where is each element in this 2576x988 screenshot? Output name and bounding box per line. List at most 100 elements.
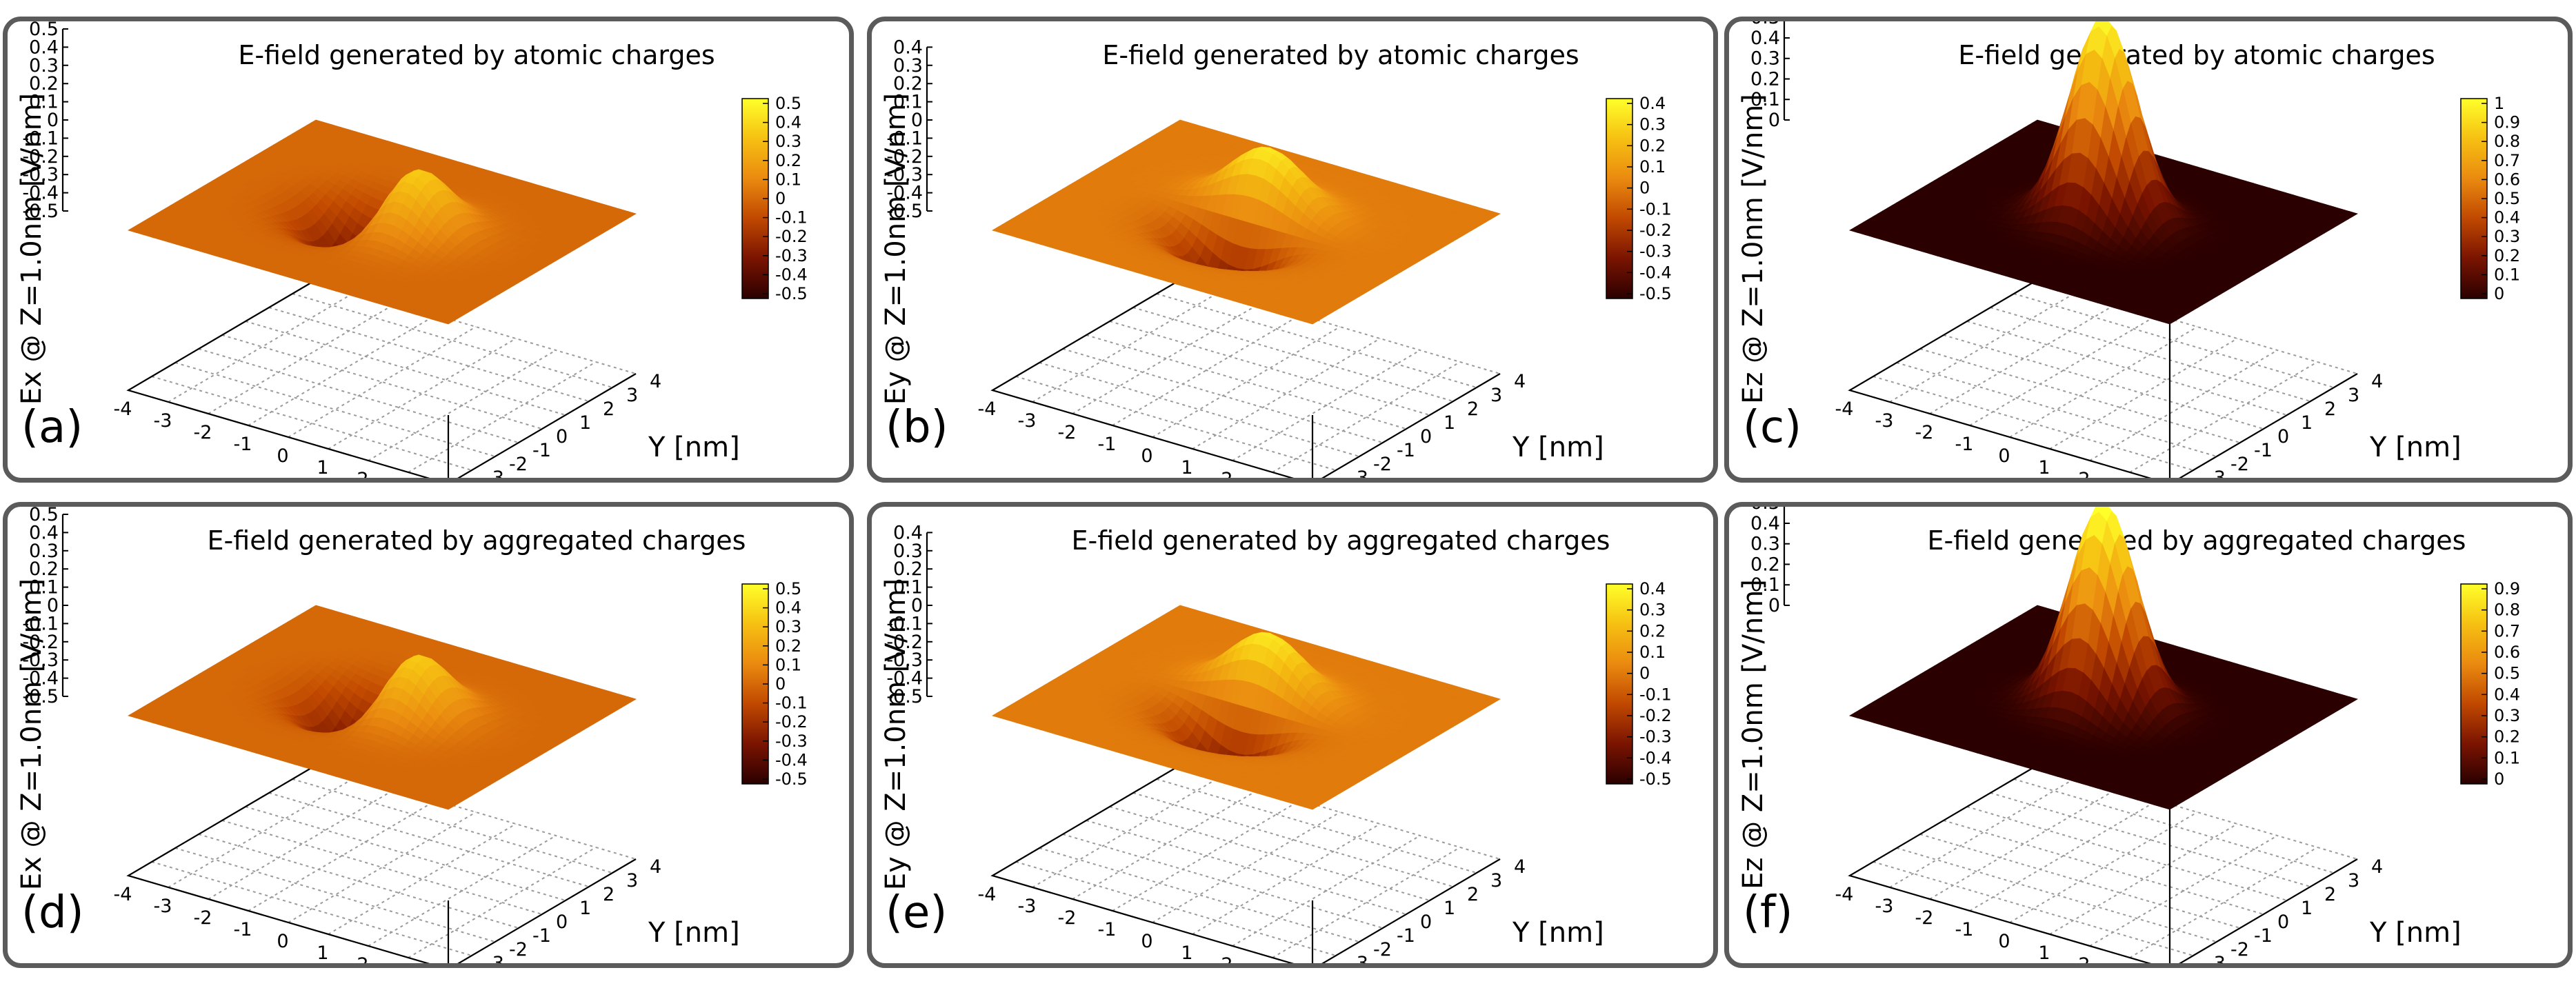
x-tick-label: 0 xyxy=(1141,445,1152,467)
colorbar-tick-label: 0.1 xyxy=(1639,157,1666,177)
grid-line-x xyxy=(457,373,637,478)
y-tick-label: 2 xyxy=(1467,399,1479,420)
y-tick-label: 4 xyxy=(1514,371,1526,392)
chart-title: E-field generated by atomic charges xyxy=(1958,40,2435,70)
grid-line-y xyxy=(1896,362,2217,457)
z-tick-label: 0.5 xyxy=(29,21,59,40)
z-tick-label: 0.3 xyxy=(893,55,923,77)
z-tick-label: 0.2 xyxy=(893,73,923,94)
y-tick-label: -3 xyxy=(1350,467,1368,478)
colorbar-tick-label: 0 xyxy=(1639,179,1650,198)
grid-line-x xyxy=(368,350,557,461)
z-tick-label: 0 xyxy=(1768,110,1780,131)
base-grid xyxy=(992,279,1501,478)
colorbar-tick-label: 0.2 xyxy=(775,151,801,170)
colorbar-tick-label: -0.5 xyxy=(775,284,808,303)
y-tick-label: -3 xyxy=(486,467,504,478)
z-tick-label: 0.2 xyxy=(1750,68,1780,90)
grid-line-x xyxy=(168,291,357,403)
surface-cell xyxy=(439,319,454,325)
grid-line-y xyxy=(1086,334,1407,430)
x-tick-label: -2 xyxy=(194,422,212,443)
z-tick-label: -0.1 xyxy=(22,128,59,149)
z-tick-label: 0 xyxy=(47,110,59,131)
y-tick-label: 4 xyxy=(650,371,661,392)
surface-cell xyxy=(1304,319,1318,325)
chart-title: E-field generated by atomic charges xyxy=(1102,40,1579,70)
z-tick-label: -0.5 xyxy=(22,201,59,222)
z-tick-label: 0.3 xyxy=(29,55,59,77)
x-tick-label: 1 xyxy=(1181,457,1192,478)
panel-b: E-field generated by atomic charges -0.5-… xyxy=(867,17,1718,483)
grid-line-x xyxy=(248,314,437,426)
colorbar-tick-label: -0.2 xyxy=(1639,221,1672,240)
x-tick-label: 2 xyxy=(1221,469,1232,478)
grid-line-y xyxy=(1109,321,1430,416)
x-tick-label: -1 xyxy=(1098,434,1117,455)
x-tick-label: 0 xyxy=(277,445,288,467)
z-axis-label: Ey @ Z=1.0nm [V/nm] xyxy=(880,93,912,405)
x-tick-label: 1 xyxy=(317,457,328,478)
grid-line-x xyxy=(1889,291,2078,403)
z-tick-label: 0.1 xyxy=(1750,89,1780,110)
grid-line-x xyxy=(2089,350,2278,461)
z-tick-label: -0.2 xyxy=(886,146,923,168)
z-tick-label: -0.2 xyxy=(22,146,59,168)
z-tick-label: 0.4 xyxy=(893,37,923,58)
surface xyxy=(128,119,637,325)
grid-line-x xyxy=(288,326,477,438)
x-tick-label: -2 xyxy=(1058,422,1077,443)
base-frame xyxy=(1848,279,2358,478)
y-tick-label: 0 xyxy=(1420,426,1432,447)
base-frame xyxy=(126,279,637,478)
grid-line-y xyxy=(1039,362,1360,457)
grid-line-x xyxy=(1232,350,1421,461)
colorbar-tick-label: 0.3 xyxy=(1639,115,1666,134)
grid-line-x xyxy=(2179,373,2358,478)
z-tick-label: 0.1 xyxy=(893,92,923,113)
grid-line-x xyxy=(1152,326,1341,438)
base-grid xyxy=(128,279,637,478)
z-tick-label: 0 xyxy=(911,110,923,131)
x-tick-label: -3 xyxy=(154,410,172,432)
chart-a: E-field generated by atomic charges-0.5-… xyxy=(16,21,808,478)
x-tick-label: 2 xyxy=(357,469,368,478)
colorbar-tick-label: -0.3 xyxy=(1639,242,1672,261)
y-tick-label: -2 xyxy=(1373,454,1392,475)
grid-line-x xyxy=(208,303,397,414)
grid-line-x xyxy=(1192,338,1381,450)
grid-line-x xyxy=(1929,303,2118,414)
z-tick-label: 0.4 xyxy=(29,37,59,58)
grid-line-x xyxy=(1112,314,1301,426)
grid-line-y xyxy=(1966,321,2288,416)
grid-line-x xyxy=(328,338,517,450)
grid-line-x xyxy=(1032,291,1221,403)
colorbar-tick-label: -0.2 xyxy=(775,227,808,246)
z-tick-label: -0.4 xyxy=(886,183,923,204)
y-tick-label: 1 xyxy=(579,412,591,434)
colorbar-tick-label: 0.4 xyxy=(775,113,801,132)
panel-c: E-field generated by atomic charges 0 0.1 0… xyxy=(1724,17,2573,483)
x-tick-label: -3 xyxy=(1018,410,1037,432)
grid-line-x xyxy=(1321,373,1501,478)
grid-line-x xyxy=(1969,314,2158,426)
colorbar-tick-label: -0.1 xyxy=(775,208,808,228)
y-tick-label: -2 xyxy=(509,454,528,475)
z-tick-label: -0.3 xyxy=(886,164,923,185)
chart-c: E-field generated by atomic charges00.10… xyxy=(1737,21,2520,478)
grid-line-y xyxy=(245,321,566,416)
grid-line-x xyxy=(2129,361,2318,473)
chart-b: E-field generated by atomic charges-0.5-… xyxy=(880,37,1672,478)
y-tick-label: -1 xyxy=(1397,440,1415,461)
z-tick-label: 0.5 xyxy=(1750,21,1780,28)
surface xyxy=(1849,21,2358,325)
grid-line-x xyxy=(1272,361,1461,473)
grid-line-y xyxy=(1943,334,2264,430)
panel-a: E-field generated by atomic charges -0.5-… xyxy=(3,17,854,483)
colorbar xyxy=(1606,98,1633,299)
x-tick-label: -4 xyxy=(114,399,132,420)
y-axis-label: Y [nm] xyxy=(1512,432,1604,463)
z-tick-label: 0.3 xyxy=(1750,48,1780,70)
grid-line-x xyxy=(1072,303,1261,414)
grid-line-y xyxy=(221,334,543,430)
